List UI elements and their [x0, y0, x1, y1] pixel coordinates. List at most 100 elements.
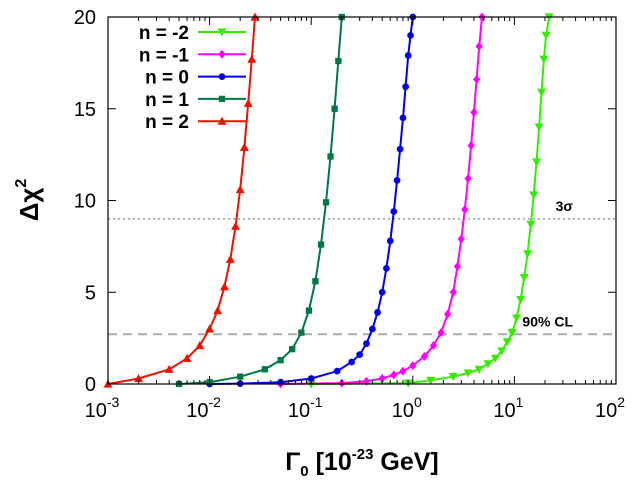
data-point-2-17 — [402, 83, 410, 91]
y-tick-label: 10 — [74, 191, 96, 213]
legend-marker-0 — [217, 28, 227, 37]
data-point-1-9 — [437, 328, 445, 338]
data-point-2-9 — [374, 309, 381, 316]
x-tick-label: 10-3 — [85, 394, 120, 422]
x-axis-label: Γ0 [10-23 GeV] — [285, 446, 438, 480]
data-point-1-6 — [409, 361, 417, 371]
data-point-0-16 — [529, 191, 539, 200]
y-axis-label-main: Δχ — [14, 188, 44, 222]
x-axis-label-sub: 0 — [300, 463, 308, 480]
data-point-0-14 — [523, 250, 533, 259]
y-tick-label: 5 — [85, 282, 96, 304]
y-axis-label: Δχ2 — [13, 179, 44, 222]
series-3 — [175, 13, 345, 388]
data-point-3-2 — [237, 373, 244, 380]
y-axis-label-exp: 2 — [13, 179, 30, 188]
legend-marker-1 — [218, 49, 226, 59]
data-point-2-6 — [356, 351, 364, 359]
data-point-4-6 — [213, 306, 223, 315]
x-tick-label-base: 10 — [85, 400, 107, 422]
data-point-1-18 — [473, 74, 481, 84]
data-point-0-13 — [519, 273, 529, 283]
x-axis-label-main: Γ — [285, 448, 300, 476]
data-point-3-10 — [322, 199, 330, 206]
x-tick-label-exp: -3 — [107, 394, 120, 410]
data-point-4-7 — [219, 282, 229, 291]
data-point-2-10 — [378, 288, 386, 296]
data-point-1-5 — [399, 366, 407, 376]
data-point-2-14 — [393, 176, 401, 184]
data-point-0-8 — [497, 347, 507, 356]
reference-line-label-0: 3σ — [556, 198, 574, 214]
data-point-4-1 — [134, 373, 144, 383]
data-point-0-7 — [490, 354, 500, 363]
data-point-0-18 — [534, 123, 544, 132]
x-tick-label-exp: -1 — [310, 394, 323, 410]
data-point-0-17 — [531, 158, 541, 167]
data-point-3-7 — [305, 307, 313, 314]
data-point-0-5 — [474, 365, 484, 374]
data-point-1-10 — [443, 309, 452, 319]
data-point-1-4 — [390, 370, 398, 380]
legend-marker-4 — [217, 116, 227, 125]
data-point-4-2 — [164, 364, 174, 373]
data-point-1-8 — [429, 340, 438, 350]
y-ticks: 0 5 10 15 20 — [74, 7, 616, 396]
x-tick-label: 100 — [392, 394, 422, 422]
data-point-2-16 — [399, 114, 407, 122]
data-point-2-8 — [368, 325, 376, 333]
x-tick-label-base: 10 — [493, 400, 515, 422]
data-point-4-12 — [243, 98, 253, 107]
x-tick-label-exp: 0 — [414, 394, 422, 410]
x-tick-label-exp: 2 — [617, 394, 625, 410]
x-tick-label-base: 10 — [595, 400, 617, 422]
data-point-0-15 — [526, 220, 536, 229]
data-point-1-15 — [464, 173, 472, 183]
data-point-3-3 — [261, 366, 269, 373]
legend-label-0: n = -2 — [139, 23, 189, 44]
x-tick-label-base: 10 — [186, 400, 208, 422]
data-point-4-4 — [195, 340, 205, 350]
data-point-0-3 — [448, 373, 458, 382]
data-point-3-9 — [317, 241, 325, 248]
data-point-1-7 — [420, 351, 428, 361]
data-point-4-9 — [231, 221, 241, 230]
data-point-4-8 — [225, 254, 235, 263]
data-point-3-8 — [312, 278, 319, 285]
data-point-3-6 — [298, 329, 305, 336]
data-point-4-13 — [247, 54, 257, 63]
reference-line-label-1: 90% CL — [522, 313, 573, 329]
y-tick-label: 0 — [85, 374, 96, 396]
data-point-1-11 — [449, 287, 457, 297]
data-point-4-11 — [239, 142, 249, 151]
data-point-0-12 — [516, 295, 526, 305]
x-axis-label-rest: [10 — [309, 448, 352, 476]
data-point-0-9 — [502, 338, 512, 347]
x-tick-label-base: 10 — [392, 400, 414, 422]
x-tick-label-base: 10 — [288, 400, 310, 422]
x-tick-label: 10-1 — [288, 394, 323, 422]
legend-marker-3 — [218, 95, 226, 103]
data-point-2-19 — [407, 31, 414, 39]
series-4 — [103, 12, 260, 388]
data-point-1-17 — [470, 107, 478, 117]
data-point-1-12 — [453, 262, 462, 272]
x-tick-label: 10-2 — [186, 394, 221, 422]
data-point-3-5 — [289, 345, 296, 353]
series-group — [103, 12, 554, 389]
data-point-0-19 — [537, 88, 547, 97]
data-point-2-7 — [363, 340, 370, 348]
data-point-1-16 — [467, 140, 475, 150]
data-point-1-3 — [378, 373, 386, 383]
data-point-1-19 — [475, 41, 483, 51]
data-point-3-12 — [331, 105, 338, 112]
data-point-0-21 — [541, 31, 551, 40]
data-point-0-4 — [463, 369, 473, 378]
series-0 — [306, 13, 554, 389]
data-point-0-11 — [512, 314, 522, 323]
data-point-0-10 — [507, 329, 517, 338]
reference-lines — [108, 218, 616, 336]
legend: n = -2n = -1n = 0n = 1n = 2 — [139, 23, 246, 133]
